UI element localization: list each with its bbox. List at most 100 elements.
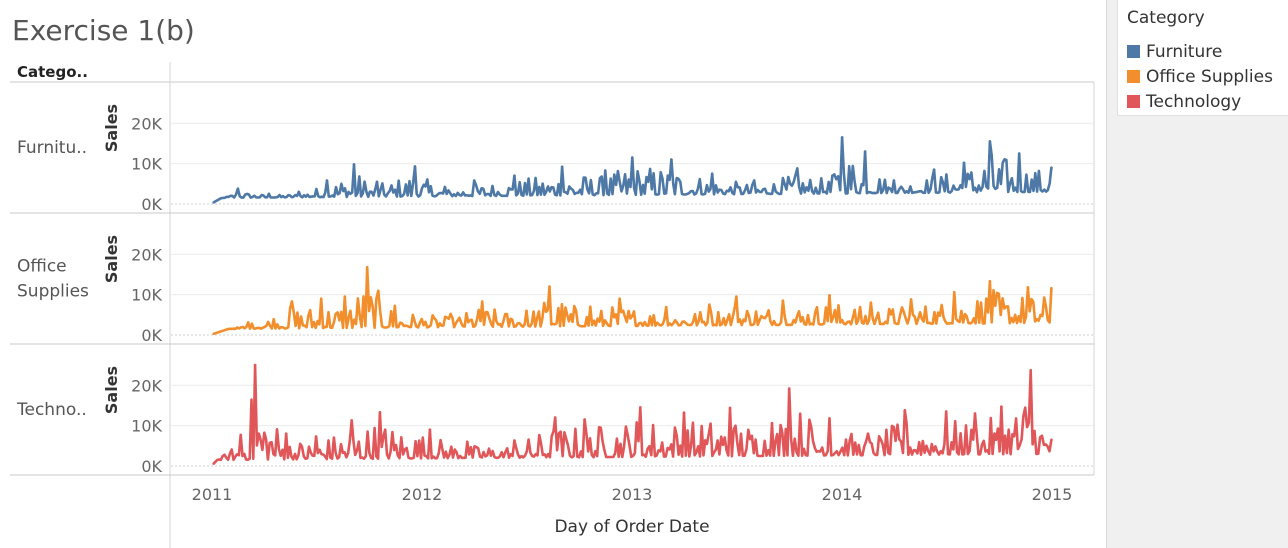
- y-tick-label: 0K: [141, 326, 162, 345]
- data-point-technology: [284, 432, 288, 436]
- data-point-office-supplies: [1026, 286, 1030, 289]
- legend-label: Office Supplies: [1146, 67, 1273, 87]
- data-point-furniture: [1050, 166, 1053, 169]
- y-tick-label: 20K: [131, 114, 162, 133]
- x-tick-label: 2015: [1032, 485, 1073, 504]
- data-point-furniture: [513, 174, 516, 178]
- data-point-office-supplies: [618, 297, 621, 300]
- x-tick-label: 2013: [612, 485, 653, 504]
- data-point-furniture: [267, 192, 271, 196]
- data-point-office-supplies: [319, 297, 323, 300]
- data-point-furniture: [1017, 152, 1021, 155]
- data-point-furniture: [863, 150, 867, 153]
- data-point-furniture: [212, 201, 216, 204]
- data-point-office-supplies: [525, 309, 528, 313]
- data-point-technology: [583, 418, 586, 421]
- y-tick-label: 20K: [131, 245, 162, 264]
- series-line-furniture: [213, 136, 1053, 204]
- series-line-office-supplies: [213, 265, 1053, 336]
- row-label-office-supplies: Office: [17, 257, 67, 277]
- data-point-technology: [973, 412, 977, 415]
- row-label-technology: Techno..: [16, 400, 87, 420]
- data-point-office-supplies: [246, 321, 250, 324]
- data-point-technology: [513, 439, 516, 442]
- y-tick-label: 0K: [141, 195, 162, 214]
- data-point-furniture: [236, 187, 240, 190]
- data-point-technology: [1050, 438, 1053, 442]
- data-point-office-supplies: [828, 294, 831, 297]
- data-point-office-supplies: [212, 332, 216, 336]
- panel-furniture: 0K 10K 20K Furnitu.. Sales: [10, 104, 1094, 214]
- x-tick-label: 2014: [822, 485, 863, 504]
- data-point-office-supplies: [548, 285, 551, 288]
- data-point-office-supplies: [393, 304, 397, 308]
- data-point-technology: [314, 435, 318, 438]
- data-point-technology: [903, 408, 907, 412]
- data-point-office-supplies: [664, 305, 668, 309]
- category-header-label: Catego..: [17, 63, 88, 81]
- data-point-technology: [1029, 369, 1033, 372]
- data-point-office-supplies: [365, 265, 369, 269]
- legend-panel: Category Furniture Office Supplies Techn…: [1106, 0, 1288, 548]
- data-point-furniture: [752, 179, 756, 182]
- y-axis-title: Sales: [102, 104, 121, 152]
- legend-title: Category: [1127, 8, 1205, 28]
- data-point-technology: [553, 416, 557, 419]
- data-point-office-supplies: [952, 290, 956, 294]
- data-point-technology: [378, 411, 382, 414]
- legend-swatch-technology: [1127, 95, 1140, 108]
- panel-office-supplies: 0K 10K 20K Office Supplies Sales: [10, 235, 1094, 345]
- x-tick-label: 2012: [402, 485, 443, 504]
- data-point-technology: [212, 462, 216, 465]
- y-tick-label: 20K: [131, 376, 162, 395]
- data-point-office-supplies: [735, 295, 738, 298]
- legend-swatch-office-supplies: [1127, 70, 1140, 83]
- data-point-furniture: [472, 179, 476, 182]
- series-line-technology: [212, 363, 1053, 465]
- data-point-office-supplies: [589, 305, 592, 309]
- legend-item-furniture[interactable]: Furniture: [1127, 42, 1222, 62]
- data-point-furniture: [670, 158, 673, 161]
- x-axis: 2011 2012 2013 2014 2015: [192, 485, 1073, 504]
- x-tick-label: 2011: [192, 485, 233, 504]
- data-point-furniture: [603, 169, 607, 172]
- data-point-technology: [944, 410, 948, 413]
- data-point-furniture: [352, 163, 356, 166]
- data-point-furniture: [988, 140, 992, 143]
- data-point-furniture: [795, 167, 799, 170]
- data-point-technology: [787, 387, 791, 390]
- data-point-technology: [682, 411, 686, 415]
- legend-item-technology[interactable]: Technology: [1127, 92, 1241, 112]
- data-point-technology: [1000, 405, 1003, 408]
- data-point-furniture: [831, 174, 834, 178]
- data-point-technology: [253, 363, 257, 367]
- panel-technology: 0K 10K 20K Techno.. Sales: [10, 363, 1094, 476]
- legend-item-office-supplies[interactable]: Office Supplies: [1127, 67, 1273, 87]
- data-point-furniture: [962, 161, 966, 165]
- data-point-technology: [866, 432, 870, 436]
- y-tick-label: 10K: [131, 417, 162, 436]
- data-point-furniture: [840, 136, 844, 139]
- data-point-furniture: [413, 165, 417, 168]
- data-point-technology: [350, 419, 354, 422]
- data-point-office-supplies: [449, 312, 452, 316]
- data-point-office-supplies: [343, 295, 347, 298]
- row-label-furniture: Furnitu..: [17, 138, 87, 158]
- legend-label: Technology: [1146, 92, 1242, 112]
- chart-canvas[interactable]: Catego.. 0K 10K 20K Furnitu.. Sales 0K 10K 20K O…: [0, 0, 1100, 548]
- y-axis-title: Sales: [102, 235, 121, 283]
- data-point-office-supplies: [909, 298, 913, 301]
- y-tick-label: 10K: [131, 286, 162, 305]
- data-point-technology: [728, 406, 732, 410]
- data-point-office-supplies: [480, 300, 484, 303]
- data-point-furniture: [297, 190, 301, 194]
- data-point-technology: [428, 428, 432, 431]
- data-point-furniture: [710, 172, 714, 176]
- page-title: Exercise 1(b): [12, 14, 195, 47]
- y-tick-label: 10K: [131, 155, 162, 174]
- data-point-office-supplies: [988, 280, 992, 283]
- y-tick-label: 0K: [141, 457, 162, 476]
- data-point-technology: [770, 421, 774, 425]
- data-point-furniture: [560, 165, 564, 169]
- data-point-office-supplies: [781, 299, 785, 302]
